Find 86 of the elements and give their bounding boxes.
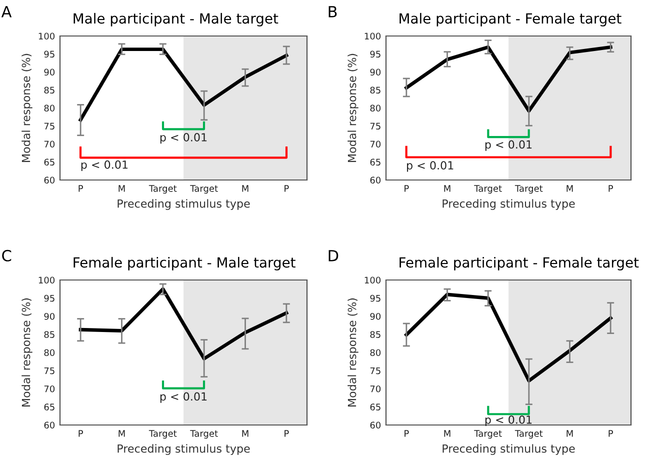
x-tick-label: M	[242, 185, 248, 192]
y-tick-label: 85	[370, 86, 380, 94]
x-tick-label: P	[78, 430, 83, 437]
x-axis-title: Preceding stimulus type	[442, 444, 575, 455]
y-tick-label: 65	[44, 404, 54, 410]
y-tick-label: 100	[38, 32, 55, 40]
x-tick-label: Target	[190, 185, 218, 194]
x-axis-title: Preceding stimulus type	[118, 444, 250, 455]
y-tick-label: 85	[370, 331, 380, 338]
y-tick-label: 95	[44, 294, 54, 302]
y-tick-label: 95	[44, 50, 54, 58]
y-tick-label: 60	[44, 176, 55, 184]
x-tick-label: P	[608, 430, 613, 437]
y-tick-label: 60	[370, 422, 381, 429]
y-tick-label: 65	[44, 158, 54, 166]
chart-title: Male participant - Female target	[400, 12, 622, 26]
text: B	[328, 6, 337, 18]
x-tick-label: P	[404, 185, 409, 192]
chart-title: Female participant - Male target	[74, 256, 296, 270]
y-tick-label: 100	[364, 32, 381, 40]
y-tick-label: 80	[370, 104, 381, 112]
y-axis-title: Modal response (%)	[22, 54, 32, 162]
y-tick-label: 70	[44, 140, 55, 148]
x-tick-label: M	[444, 185, 450, 192]
x-tick-label: Target	[148, 185, 177, 194]
y-tick-label: 80	[44, 104, 55, 112]
y-tick-label: 85	[44, 331, 54, 338]
x-tick-label: Target	[190, 430, 218, 439]
line-series	[404, 45, 612, 113]
chart-title: Female participant - Female target	[400, 256, 639, 270]
annotation: p < 0.01	[160, 392, 207, 403]
x-tick-label: Target	[474, 430, 502, 439]
x-tick-label: M	[444, 430, 450, 437]
x-tick-label: M	[566, 185, 573, 192]
y-tick-label: 70	[44, 385, 55, 392]
x-tick-label: P	[284, 185, 289, 192]
x-tick-label: P	[404, 430, 409, 437]
text: C	[2, 250, 12, 262]
text: A	[1, 6, 12, 18]
y-tick-label: 90	[370, 68, 381, 76]
line-series	[404, 292, 612, 383]
y-tick-label: 100	[38, 276, 55, 284]
y-tick-label: 70	[370, 140, 381, 148]
y-tick-label: 65	[370, 158, 380, 166]
y-tick-label: 85	[44, 86, 54, 94]
x-tick-label: M	[566, 430, 573, 437]
x-tick-label: Target	[514, 185, 543, 194]
annotation: p < 0.01	[407, 161, 454, 172]
y-axis-title: Modal response (%)	[22, 298, 32, 406]
y-tick-label: 90	[44, 68, 55, 76]
y-tick-label: 75	[44, 367, 54, 374]
x-tick-label: P	[284, 430, 289, 437]
x-tick-label: M	[118, 185, 125, 192]
annotation: p < 0.01	[485, 140, 532, 151]
x-axis-title: Preceding stimulus type	[442, 199, 575, 210]
chart-title: Male participant - Male target	[74, 12, 278, 26]
x-tick-label: M	[118, 430, 125, 437]
y-tick-label: 90	[44, 312, 55, 320]
y-tick-label: 75	[370, 122, 380, 130]
x-tick-label: Target	[514, 430, 543, 439]
y-tick-label: 70	[370, 385, 381, 392]
annotation: p < 0.01	[485, 415, 532, 426]
y-tick-label: 75	[44, 122, 54, 130]
annotation: p < 0.01	[160, 133, 207, 144]
y-tick-label: 60	[44, 422, 55, 429]
y-tick-label: 95	[370, 50, 380, 58]
x-tick-label: Target	[148, 430, 177, 439]
x-tick-label: M	[242, 430, 248, 437]
y-tick-label: 95	[370, 294, 380, 302]
text: D	[328, 250, 338, 262]
annotation: p < 0.01	[81, 160, 128, 171]
y-axis-title: Modal response (%)	[348, 298, 358, 406]
x-axis-title: Preceding stimulus type	[118, 199, 250, 210]
y-tick-label: 90	[370, 312, 381, 320]
y-tick-label: 60	[370, 176, 381, 184]
y-tick-label: 80	[44, 349, 55, 356]
y-tick-label: 65	[370, 404, 380, 410]
x-tick-label: P	[78, 185, 83, 192]
y-tick-label: 80	[370, 349, 381, 356]
y-tick-label: 100	[364, 276, 381, 284]
line-series	[78, 48, 288, 122]
x-tick-label: Target	[474, 185, 502, 194]
y-tick-label: 75	[370, 367, 380, 374]
line-series	[78, 287, 288, 360]
x-tick-label: P	[608, 185, 613, 192]
y-axis-title: Modal response (%)	[348, 54, 358, 162]
